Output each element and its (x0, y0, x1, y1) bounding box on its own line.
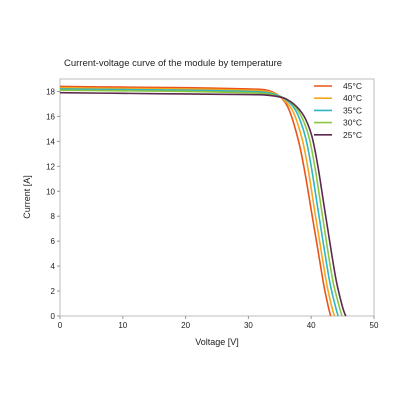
y-tick-label: 18 (46, 87, 55, 96)
y-tick-label: 6 (51, 237, 56, 246)
y-tick-label: 10 (46, 187, 55, 196)
y-tick-label: 12 (46, 162, 55, 171)
legend-label: 30°C (343, 118, 362, 128)
chart-title: Current-voltage curve of the module by t… (64, 58, 282, 69)
x-tick-label: 20 (181, 321, 190, 330)
legend: 45°C 40°C 35°C 30°C 25°C (314, 81, 362, 140)
x-tick-label: 0 (58, 321, 63, 330)
y-tick-label: 0 (51, 312, 56, 321)
legend-label: 25°C (343, 130, 362, 140)
series-line-45c (59, 85, 332, 317)
y-axis-ticks: 0 2 4 6 8 10 12 14 16 18 (46, 87, 60, 321)
plot-area (59, 78, 375, 317)
x-axis-ticks: 0 10 20 30 40 50 (58, 316, 379, 330)
y-axis-label: Current [A] (22, 175, 32, 219)
y-tick-label: 14 (46, 137, 55, 146)
y-tick-label: 2 (51, 287, 56, 296)
series-lines (59, 85, 347, 317)
x-axis-label: Voltage [V] (195, 337, 239, 347)
y-tick-label: 4 (51, 262, 56, 271)
x-tick-label: 30 (244, 321, 253, 330)
x-tick-label: 40 (307, 321, 316, 330)
x-tick-label: 50 (370, 321, 379, 330)
series-line-30c (59, 89, 343, 317)
series-line-35c (59, 88, 339, 317)
legend-label: 40°C (343, 93, 362, 103)
legend-label: 45°C (343, 81, 362, 91)
legend-label: 35°C (343, 105, 362, 115)
series-line-40c (59, 86, 336, 317)
y-tick-label: 8 (51, 212, 56, 221)
y-tick-label: 16 (46, 112, 55, 121)
x-tick-label: 10 (118, 321, 127, 330)
series-line-25c (59, 91, 347, 317)
